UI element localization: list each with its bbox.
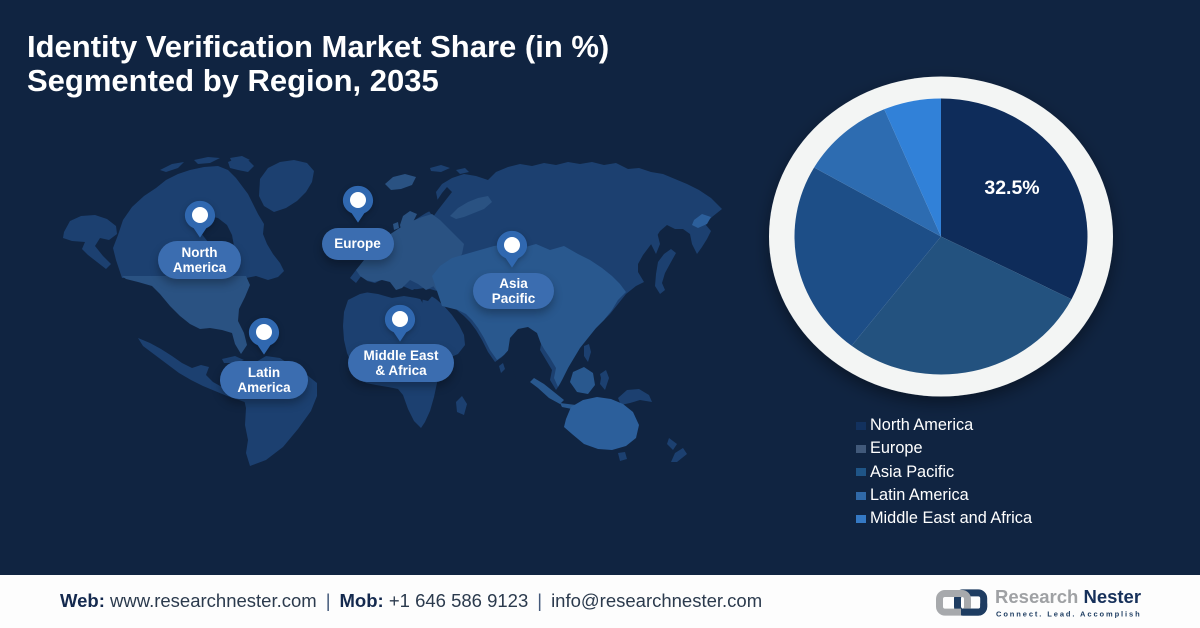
svg-text:32.5%: 32.5% [984, 177, 1039, 199]
svg-text:Connect. Lead. Accomplish: Connect. Lead. Accomplish [996, 610, 1142, 619]
svg-text:Research Nester: Research Nester [995, 586, 1141, 607]
